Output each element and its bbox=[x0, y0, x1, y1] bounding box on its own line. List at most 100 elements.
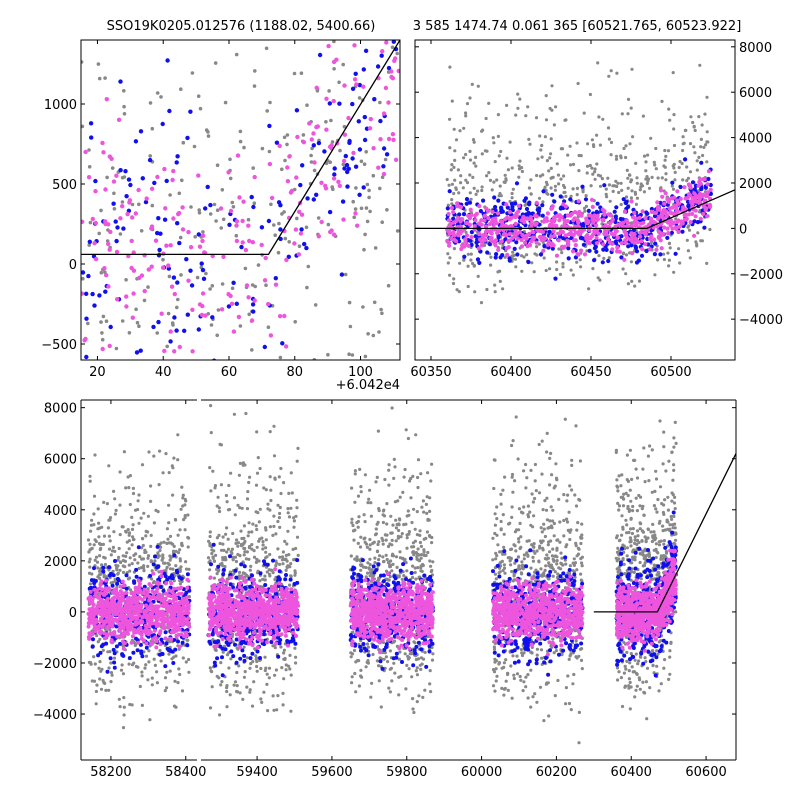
point-grey bbox=[112, 489, 116, 493]
point-grey bbox=[368, 209, 372, 214]
point-blue bbox=[163, 664, 168, 669]
point-blue bbox=[185, 312, 190, 317]
point-grey bbox=[184, 660, 188, 664]
point-magenta bbox=[329, 228, 334, 233]
point-magenta bbox=[446, 218, 451, 223]
point-grey bbox=[149, 484, 153, 488]
point-grey bbox=[149, 533, 153, 538]
point-grey bbox=[264, 546, 268, 550]
point-magenta bbox=[380, 49, 385, 54]
point-magenta bbox=[168, 606, 172, 611]
point-grey bbox=[496, 113, 500, 117]
point-grey bbox=[97, 521, 101, 525]
point-blue bbox=[587, 248, 592, 253]
point-grey bbox=[112, 207, 117, 211]
point-grey bbox=[285, 133, 290, 137]
point-blue bbox=[138, 129, 144, 134]
point-blue bbox=[613, 239, 618, 244]
point-blue bbox=[156, 216, 161, 221]
x-tick-label: 60400 bbox=[490, 365, 531, 380]
point-magenta bbox=[146, 267, 151, 272]
point-magenta bbox=[177, 344, 182, 350]
point-grey bbox=[501, 287, 505, 291]
point-grey bbox=[588, 92, 593, 97]
point-grey bbox=[662, 252, 666, 256]
point-grey bbox=[456, 168, 460, 172]
point-magenta bbox=[103, 621, 107, 625]
point-grey bbox=[295, 535, 300, 539]
point-grey bbox=[272, 708, 276, 712]
point-magenta bbox=[579, 213, 584, 218]
point-grey bbox=[272, 524, 276, 529]
point-blue bbox=[302, 241, 307, 247]
left-panel-title: SSO19K0205.012576 (1188.02, 5400.66) bbox=[107, 19, 376, 34]
point-blue bbox=[342, 166, 347, 171]
point-blue bbox=[658, 252, 663, 257]
point-grey bbox=[122, 450, 126, 454]
point-blue bbox=[274, 140, 280, 145]
point-grey bbox=[158, 548, 162, 553]
point-magenta bbox=[639, 239, 644, 244]
point-magenta bbox=[569, 232, 574, 237]
point-grey bbox=[520, 169, 525, 174]
point-magenta bbox=[92, 618, 97, 623]
point-grey bbox=[672, 143, 677, 148]
point-magenta bbox=[570, 249, 576, 254]
point-magenta bbox=[663, 191, 668, 196]
point-grey bbox=[688, 142, 693, 146]
point-magenta bbox=[283, 344, 289, 349]
point-grey bbox=[549, 166, 553, 170]
point-grey bbox=[255, 669, 259, 673]
point-magenta bbox=[604, 229, 609, 234]
point-magenta bbox=[342, 83, 347, 88]
point-magenta bbox=[184, 630, 189, 635]
point-magenta bbox=[146, 632, 151, 637]
point-grey bbox=[173, 679, 177, 683]
point-grey bbox=[288, 583, 292, 587]
point-grey bbox=[109, 553, 113, 557]
point-grey bbox=[170, 321, 175, 325]
point-grey bbox=[295, 498, 299, 502]
point-blue bbox=[639, 253, 645, 258]
point-grey bbox=[164, 568, 168, 572]
point-grey bbox=[238, 691, 242, 695]
point-grey bbox=[162, 561, 166, 565]
point-grey bbox=[451, 281, 456, 286]
point-magenta bbox=[164, 243, 169, 248]
point-grey bbox=[292, 71, 297, 76]
point-grey bbox=[250, 547, 254, 551]
point-magenta bbox=[100, 140, 105, 146]
point-magenta bbox=[621, 220, 626, 225]
point-magenta bbox=[136, 640, 141, 645]
point-grey bbox=[217, 506, 221, 510]
point-grey bbox=[656, 258, 660, 262]
point-magenta bbox=[316, 234, 321, 239]
point-grey bbox=[535, 173, 539, 178]
point-grey bbox=[313, 303, 318, 307]
point-magenta bbox=[141, 629, 146, 634]
point-blue bbox=[203, 206, 208, 211]
point-magenta bbox=[594, 235, 599, 240]
point-magenta bbox=[155, 174, 160, 180]
point-blue bbox=[464, 201, 469, 206]
point-grey bbox=[130, 515, 134, 520]
point-blue bbox=[322, 149, 327, 154]
point-grey bbox=[464, 152, 468, 157]
point-grey bbox=[268, 100, 272, 105]
point-grey bbox=[453, 178, 457, 182]
point-grey bbox=[127, 662, 131, 666]
point-blue bbox=[138, 642, 143, 647]
point-magenta bbox=[149, 224, 155, 229]
point-grey bbox=[569, 268, 573, 272]
point-magenta bbox=[493, 243, 498, 248]
point-magenta bbox=[196, 173, 201, 178]
point-grey bbox=[274, 532, 278, 536]
point-grey bbox=[453, 149, 457, 153]
point-grey bbox=[124, 529, 128, 533]
point-grey bbox=[279, 491, 283, 496]
point-blue bbox=[110, 583, 115, 588]
point-grey bbox=[541, 200, 545, 204]
point-grey bbox=[93, 538, 97, 542]
point-grey bbox=[660, 99, 664, 103]
